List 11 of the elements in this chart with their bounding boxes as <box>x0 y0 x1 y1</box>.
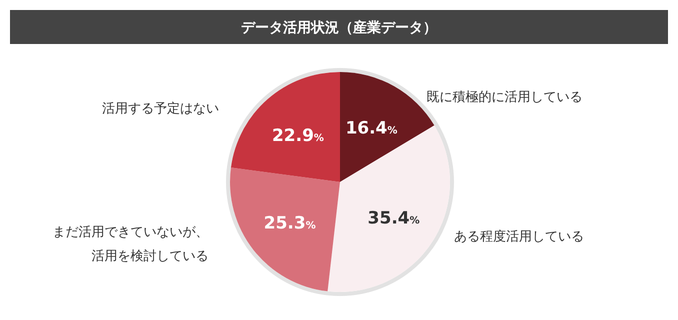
slice-label: ある程度活用している <box>454 228 584 245</box>
data-label: 22.9% <box>272 126 324 146</box>
slice-label: まだ活用できていないが、活用を検討している <box>52 224 208 264</box>
slice-label: 活用する予定はない <box>102 102 220 117</box>
data-label: 25.3% <box>264 213 316 234</box>
data-label: 35.4% <box>368 208 420 229</box>
data-label: 16.4% <box>345 118 398 138</box>
pie-slice <box>230 72 340 182</box>
slice-label: 既に積極的に活用している <box>426 90 582 105</box>
pie-slice <box>230 168 340 292</box>
chart-title: データ活用状況（産業データ） <box>241 19 437 36</box>
